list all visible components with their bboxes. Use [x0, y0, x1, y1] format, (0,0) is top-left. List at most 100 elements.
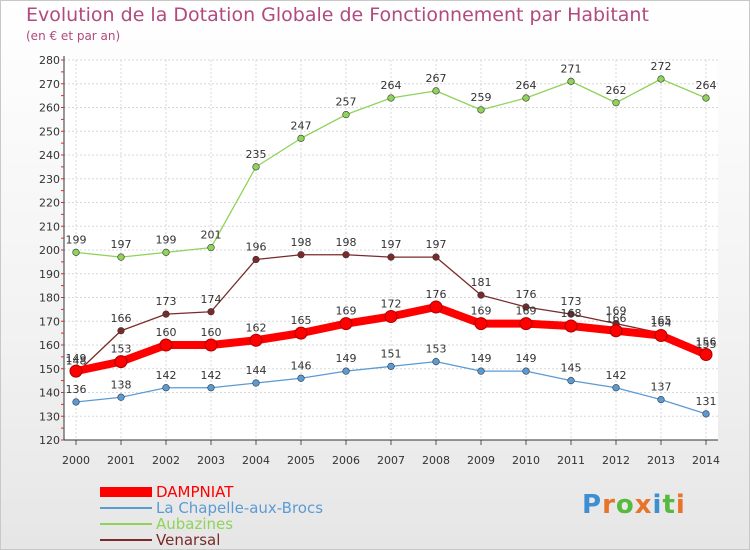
data-point-3 [297, 251, 305, 259]
y-tick-label: 140 [39, 387, 60, 400]
y-tick-label: 160 [39, 339, 60, 352]
data-label-3: 173 [561, 295, 582, 308]
logo-letter: o [615, 490, 635, 520]
y-tick-label: 180 [39, 292, 60, 305]
data-point-2 [117, 253, 125, 261]
y-tick-label: 250 [39, 125, 60, 138]
data-point-0 [699, 348, 713, 361]
data-point-1 [207, 384, 215, 392]
legend-label: DAMPNIAT [156, 483, 234, 501]
data-point-0 [654, 329, 668, 342]
y-tick-label: 190 [39, 268, 60, 281]
data-point-2 [297, 134, 305, 142]
data-point-0 [519, 317, 533, 331]
data-point-2 [72, 248, 80, 256]
data-label-3: 176 [516, 288, 537, 301]
proxiti-logo: Proxiti [582, 490, 686, 520]
data-point-0 [159, 338, 173, 352]
data-point-0 [384, 310, 398, 323]
data-label-1: 131 [696, 395, 717, 408]
data-point-3 [477, 291, 485, 299]
legend-swatch [100, 507, 152, 509]
chart-subtitle: (en € et par an) [26, 29, 121, 43]
y-tick-label: 130 [39, 410, 60, 423]
data-point-0 [69, 364, 83, 378]
data-label-3: 148 [66, 355, 87, 368]
data-label-0: 168 [561, 307, 582, 320]
data-label-3: 165 [651, 314, 672, 327]
data-label-1: 137 [651, 381, 672, 394]
data-point-2 [477, 106, 485, 114]
x-tick-label: 2002 [152, 454, 180, 467]
data-label-0: 156 [696, 336, 717, 349]
data-label-3: 197 [381, 238, 402, 251]
data-label-0: 169 [336, 305, 357, 318]
data-point-1 [522, 367, 530, 375]
data-point-0 [249, 333, 263, 347]
data-label-2: 257 [336, 96, 357, 109]
x-tick-label: 2011 [557, 454, 585, 467]
data-label-2: 201 [201, 229, 222, 242]
chart-title: Evolution de la Dotation Globale de Fonc… [26, 4, 649, 26]
axes: 120 130 140 150 160 170 180 190 200 210 220 230 240 2… [39, 54, 720, 467]
data-point-1 [387, 362, 395, 370]
x-tick-label: 2003 [197, 454, 225, 467]
data-label-3: 174 [201, 293, 222, 306]
data-label-0: 153 [111, 343, 132, 356]
data-point-2 [657, 75, 665, 83]
legend: DAMPNIAT La Chapelle-aux-Brocs Aubazines Ve… [100, 484, 400, 548]
data-point-0 [294, 326, 308, 340]
y-tick-label: 280 [39, 54, 60, 67]
legend-swatch [100, 487, 152, 497]
data-label-2: 271 [561, 62, 582, 75]
data-label-3: 173 [156, 295, 177, 308]
y-tick-label: 200 [39, 244, 60, 257]
data-label-2: 197 [111, 238, 132, 251]
data-point-1 [432, 358, 440, 366]
x-tick-label: 2006 [332, 454, 360, 467]
y-tick-label: 210 [39, 220, 60, 233]
data-label-0: 172 [381, 298, 402, 311]
data-label-1: 136 [66, 383, 87, 396]
data-label-3: 169 [606, 305, 627, 318]
x-tick-label: 2012 [602, 454, 630, 467]
data-point-1 [117, 393, 125, 401]
legend-label: La Chapelle-aux-Brocs [156, 499, 324, 517]
data-point-2 [387, 94, 395, 102]
data-point-1 [252, 379, 260, 387]
x-tick-label: 2008 [422, 454, 450, 467]
data-label-2: 199 [66, 233, 87, 246]
data-point-1 [162, 384, 170, 392]
legend-item: La Chapelle-aux-Brocs [100, 500, 400, 516]
data-label-2: 259 [471, 91, 492, 104]
data-label-1: 145 [561, 362, 582, 375]
data-point-2 [207, 244, 215, 252]
y-tick-label: 120 [39, 434, 60, 447]
data-label-0: 160 [156, 326, 177, 339]
logo-letter: i [652, 490, 663, 520]
x-tick-label: 2010 [512, 454, 540, 467]
data-point-0 [609, 324, 623, 338]
data-point-0 [429, 300, 443, 314]
data-point-2 [432, 87, 440, 95]
data-point-1 [477, 367, 485, 375]
data-label-2: 264 [381, 79, 402, 92]
data-point-2 [522, 94, 530, 102]
data-point-0 [474, 317, 488, 331]
data-label-0: 149 [66, 352, 87, 365]
y-tick-label: 220 [39, 197, 60, 210]
data-point-3 [342, 251, 350, 259]
data-label-2: 199 [156, 233, 177, 246]
data-point-2 [342, 111, 350, 119]
logo-letter: t [662, 490, 676, 520]
data-label-3: 198 [336, 236, 357, 249]
logo-letter: P [582, 490, 603, 520]
data-label-3: 198 [291, 236, 312, 249]
data-point-1 [657, 396, 665, 404]
data-point-3 [117, 327, 125, 335]
data-point-1 [612, 384, 620, 392]
data-point-1 [297, 374, 305, 382]
data-label-1: 146 [291, 359, 312, 372]
x-tick-label: 2005 [287, 454, 315, 467]
